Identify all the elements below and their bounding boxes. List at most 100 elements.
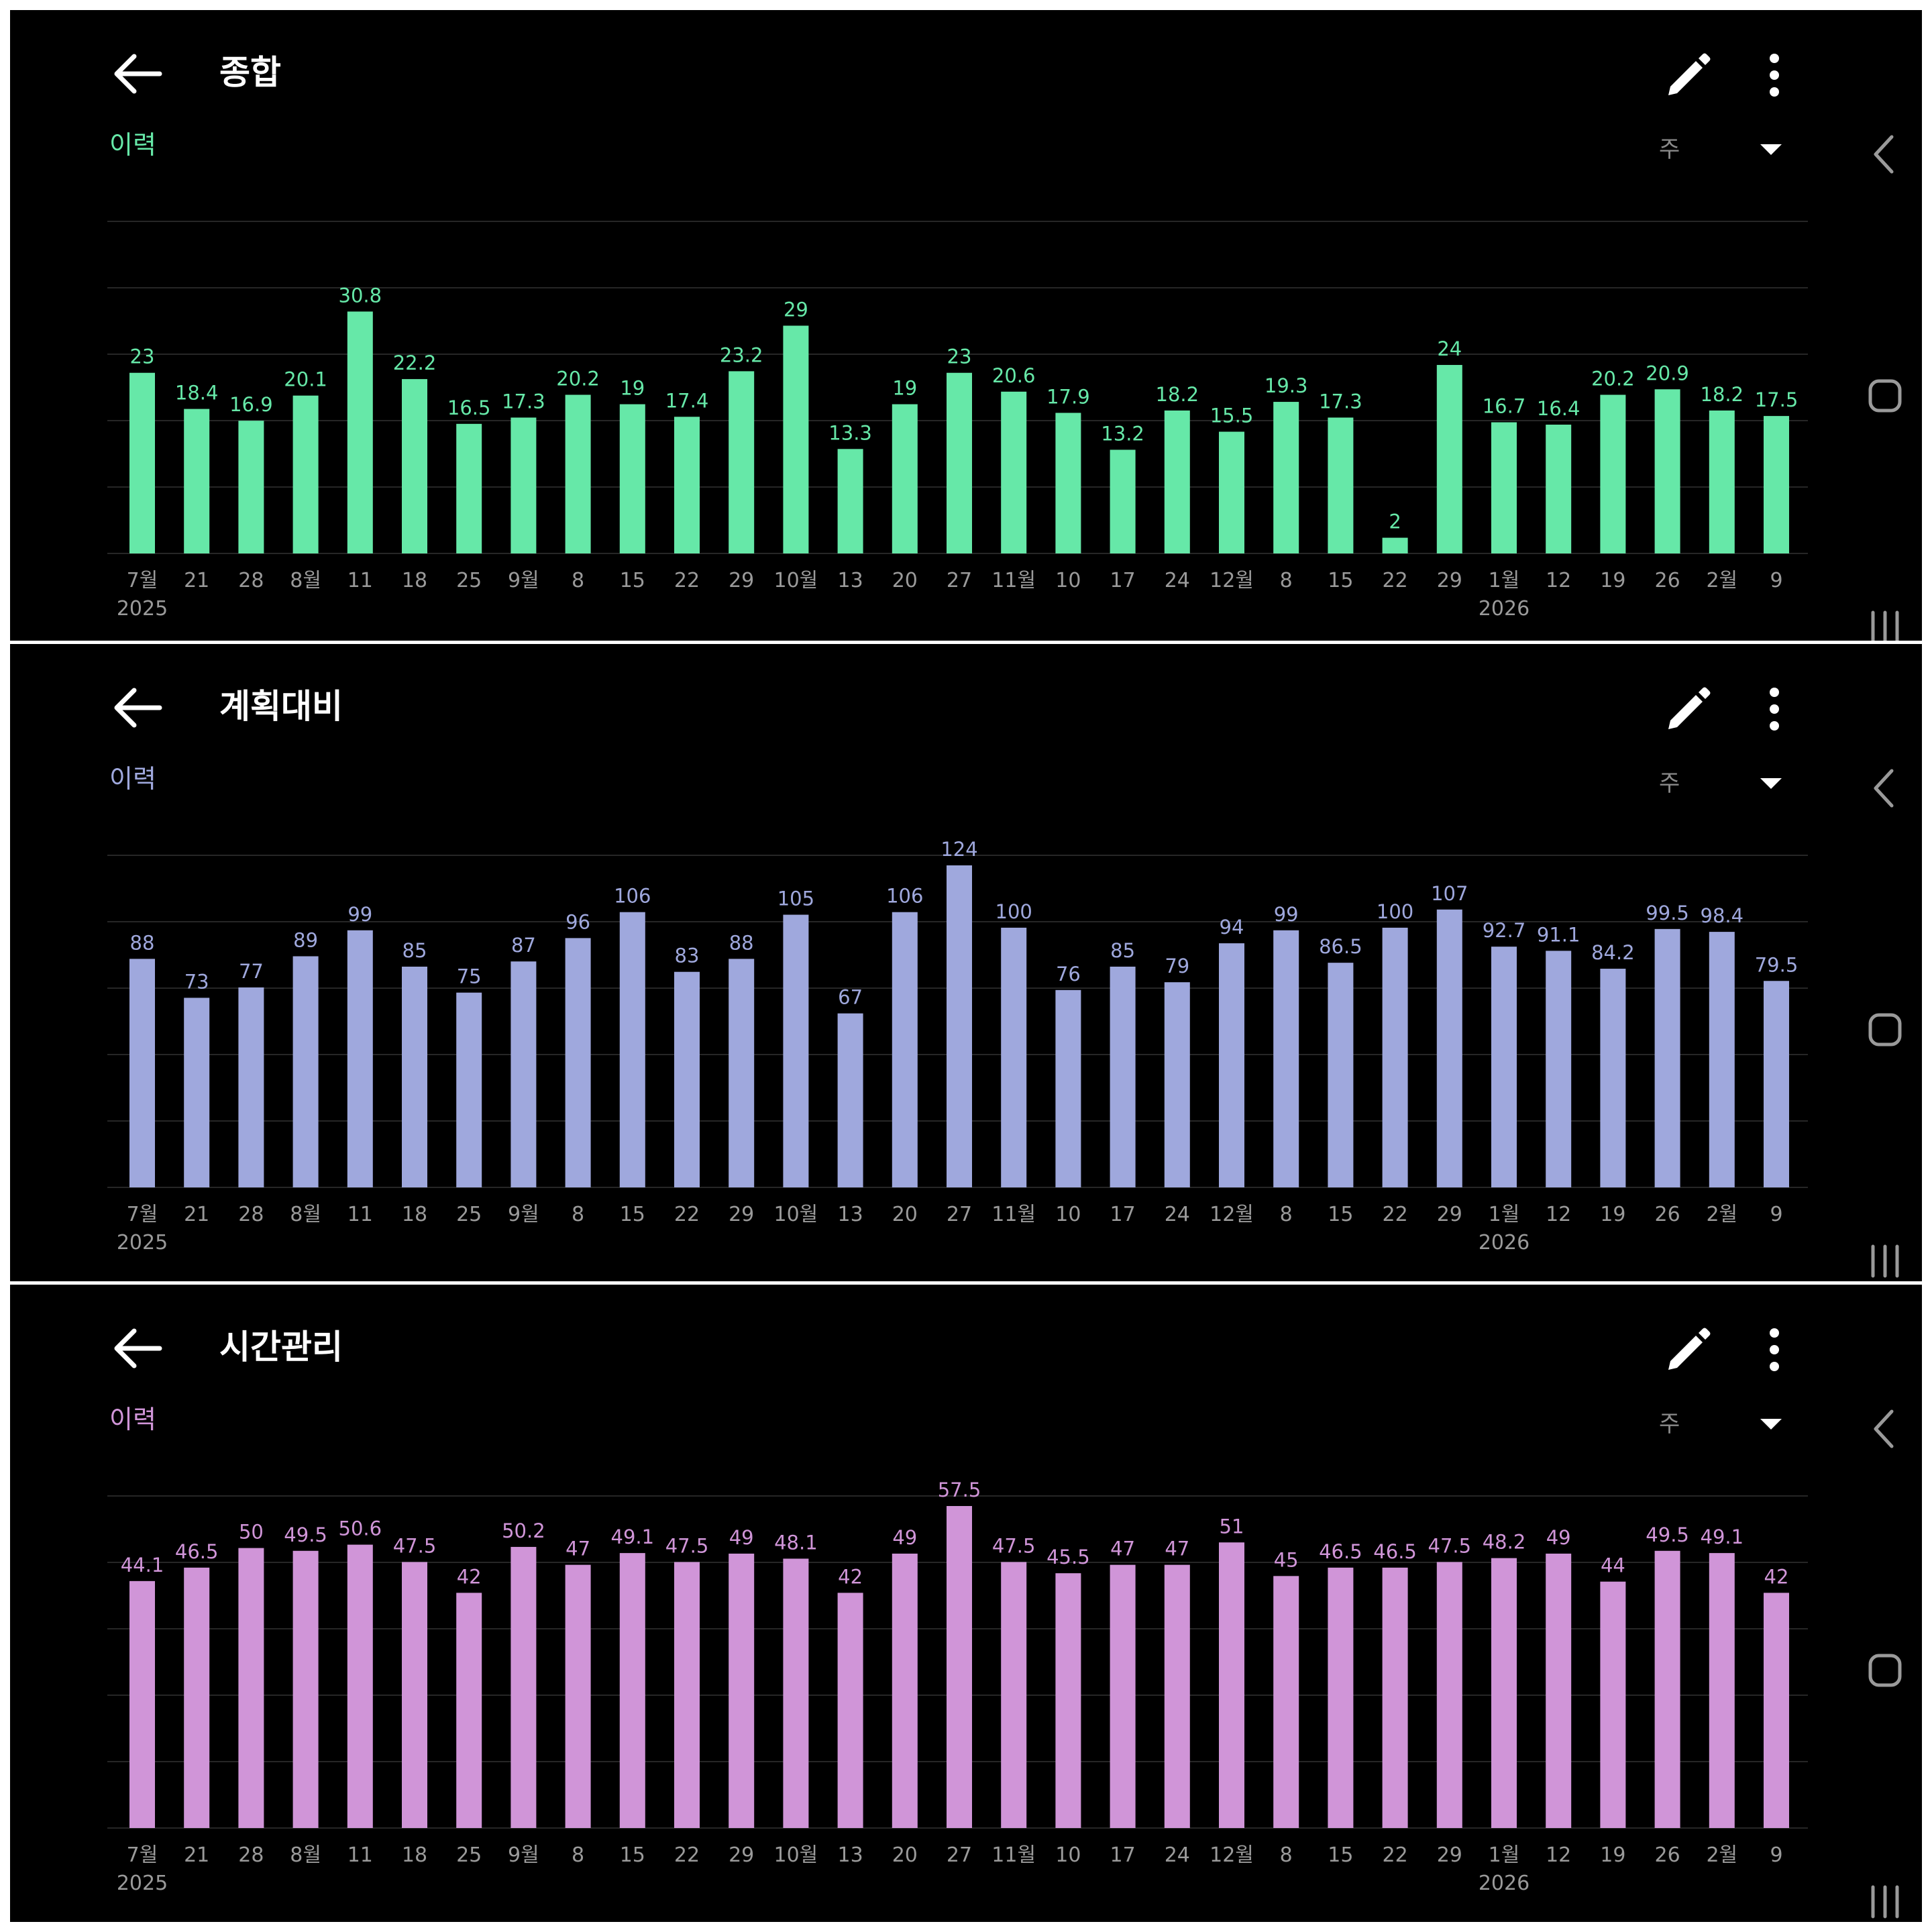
x-tick-label: 11 [347, 569, 373, 592]
system-recent-apps-icon[interactable] [1858, 1241, 1912, 1281]
system-home-icon[interactable] [1858, 1644, 1912, 1697]
bar [1436, 365, 1462, 553]
bar [511, 417, 537, 553]
bar [1164, 1564, 1190, 1828]
x-tick-label: 19 [1600, 1843, 1625, 1867]
period-dropdown[interactable]: 주 [1640, 763, 1801, 804]
bar-value-label: 49.1 [611, 1525, 655, 1548]
bar [1600, 1581, 1626, 1828]
bar [619, 912, 645, 1187]
x-tick-label: 12월 [1210, 569, 1254, 592]
bar-value-label: 16.4 [1537, 397, 1580, 420]
bar-value-label: 20.6 [992, 364, 1036, 387]
bar-value-label: 76 [1056, 963, 1081, 985]
x-tick-label: 25 [456, 1843, 482, 1867]
system-home-icon[interactable] [1858, 1003, 1912, 1057]
bar [892, 1553, 918, 1828]
x-tick-label: 15 [620, 569, 645, 592]
bar-value-label: 49.5 [284, 1523, 327, 1546]
bar-value-label: 75 [457, 965, 482, 988]
bar [129, 372, 155, 553]
period-dropdown[interactable]: 주 [1640, 1404, 1801, 1444]
bar [1328, 1567, 1354, 1828]
bar [1764, 981, 1789, 1187]
chart-screen: 종합 이력 주 23 7월 18.4 21 16.9 28 20.1 8월 30.8 11 22.2… [10, 10, 1922, 641]
bar [729, 1553, 755, 1828]
x-tick-label: 15 [620, 1203, 645, 1226]
bar-value-label: 23.2 [720, 343, 763, 366]
bar-value-label: 77 [239, 960, 264, 983]
bar-value-label: 2 [1389, 511, 1401, 533]
system-back-icon[interactable] [1858, 127, 1912, 181]
caret-down-icon [1760, 1419, 1782, 1430]
bar [1654, 389, 1680, 553]
bar [619, 404, 645, 553]
x-tick-label: 1월 [1489, 1843, 1520, 1867]
system-back-icon[interactable] [1858, 761, 1912, 815]
bar [1001, 1562, 1027, 1828]
x-tick-label: 29 [1437, 1203, 1462, 1226]
bar [129, 1580, 155, 1828]
bar-value-label: 24 [1437, 337, 1462, 360]
bar [292, 1550, 319, 1828]
x-tick-label: 11월 [991, 569, 1036, 592]
system-recent-apps-icon[interactable] [1858, 607, 1912, 641]
pencil-icon[interactable] [1657, 679, 1717, 739]
bar-value-label: 47 [1110, 1538, 1135, 1560]
x-tick-label: 10월 [774, 1843, 818, 1867]
x-tick-label: 2월 [1706, 1843, 1737, 1867]
bar [729, 959, 755, 1187]
more-vertical-icon[interactable] [1754, 1320, 1794, 1380]
back-arrow-icon[interactable] [107, 681, 168, 735]
pencil-icon[interactable] [1657, 1320, 1717, 1380]
pencil-icon[interactable] [1657, 45, 1717, 105]
bar-value-label: 19 [620, 377, 645, 400]
x-tick-label: 8 [572, 1843, 584, 1867]
bar-value-label: 42 [457, 1565, 482, 1588]
bar [238, 421, 264, 553]
x-tick-label: 27 [947, 1843, 972, 1867]
bar-chart: 237월18.42116.92820.18월30.81122.21816.525… [107, 221, 1808, 621]
period-selected-value: 주 [1659, 136, 1680, 163]
bar-value-label: 17.5 [1755, 388, 1799, 411]
bar-value-label: 13.3 [828, 421, 872, 444]
bar-value-label: 20.1 [284, 368, 327, 391]
x-tick-label: 29 [729, 1843, 754, 1867]
x-tick-label: 21 [184, 1203, 209, 1226]
back-arrow-icon[interactable] [107, 47, 168, 101]
bar-value-label: 107 [1431, 882, 1468, 905]
x-tick-label: 21 [184, 569, 209, 592]
x-tick-label: 20 [892, 1203, 918, 1226]
bar-value-label: 89 [293, 928, 318, 951]
x-tick-label: 18 [402, 569, 427, 592]
period-dropdown[interactable]: 주 [1640, 129, 1801, 170]
x-tick-label: 25 [456, 569, 482, 592]
more-vertical-icon[interactable] [1754, 45, 1794, 105]
x-tick-label: 9월 [508, 1843, 539, 1867]
back-arrow-icon[interactable] [107, 1322, 168, 1375]
more-vertical-icon[interactable] [1754, 679, 1794, 739]
bar-value-label: 85 [402, 939, 427, 962]
bar-value-label: 30.8 [339, 284, 382, 307]
bar-value-label: 17.3 [502, 390, 545, 413]
x-tick-label: 28 [238, 1843, 264, 1867]
system-recent-apps-icon[interactable] [1858, 1882, 1912, 1922]
bar-value-label: 98.4 [1701, 904, 1744, 927]
bar [1328, 963, 1354, 1187]
bar [1110, 1564, 1136, 1828]
x-tick-label: 8 [572, 569, 584, 592]
x-tick-label: 27 [947, 1203, 972, 1226]
system-home-icon[interactable] [1858, 369, 1912, 423]
bar [1055, 989, 1081, 1187]
bar-value-label: 88 [130, 931, 155, 954]
bar [565, 938, 591, 1187]
x-tick-label: 8 [1280, 1203, 1293, 1226]
bar [1055, 1573, 1081, 1828]
x-tick-label: 7월 [127, 1203, 158, 1226]
bar-value-label: 47.5 [1428, 1534, 1472, 1557]
x-tick-label: 12월 [1210, 1843, 1254, 1867]
x-tick-label: 29 [1437, 1843, 1462, 1867]
bar-value-label: 99 [347, 903, 372, 926]
system-back-icon[interactable] [1858, 1402, 1912, 1456]
bar-value-label: 49 [729, 1526, 754, 1549]
